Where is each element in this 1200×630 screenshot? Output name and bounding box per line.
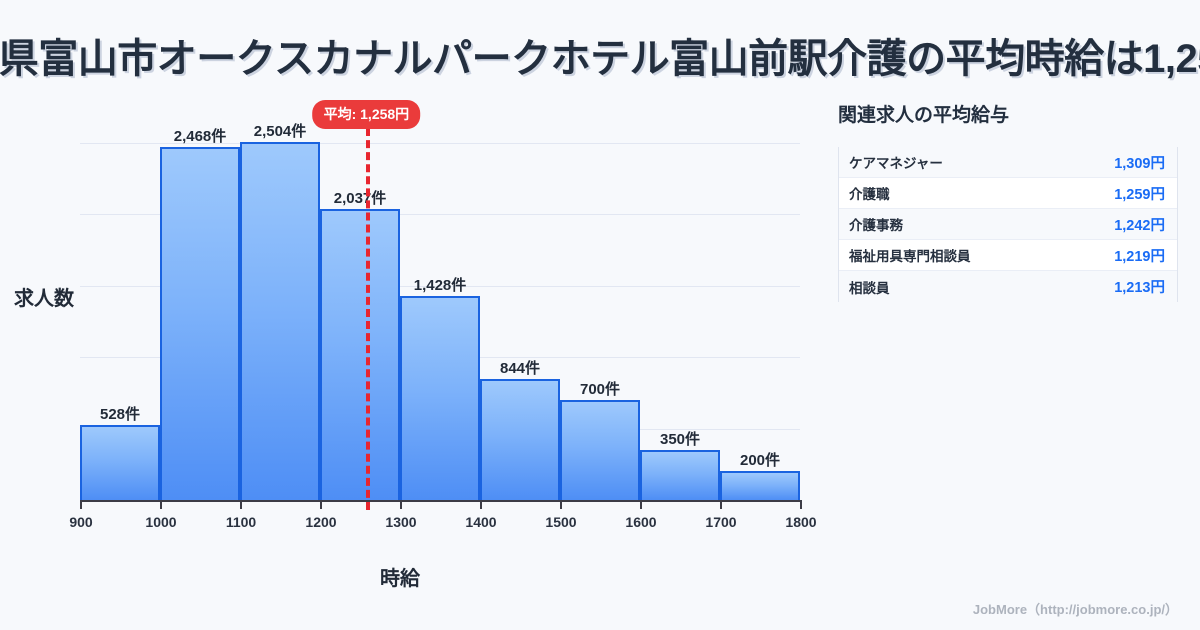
- average-line: [366, 128, 371, 510]
- x-tick-label: 1300: [385, 514, 417, 530]
- x-tick-label: 1700: [705, 514, 737, 530]
- job-wage-cell: 1,219円: [1114, 248, 1165, 265]
- gridline: [80, 214, 800, 216]
- x-tick-label: 1400: [465, 514, 497, 530]
- x-tick: [560, 500, 562, 509]
- average-badge: 平均: 1,258円: [312, 100, 421, 129]
- histogram-bar: [320, 209, 400, 500]
- related-jobs-title: 関連求人の平均給与: [838, 105, 1010, 126]
- x-tick-label: 1600: [625, 514, 657, 530]
- histogram-bar: [720, 471, 800, 500]
- x-tick: [400, 500, 402, 509]
- bar-value-label: 1,428件: [413, 277, 467, 294]
- table-row: 相談員 1,213円: [839, 271, 1177, 302]
- histogram-bar: [560, 400, 640, 500]
- histogram-bar: [160, 147, 240, 500]
- gridline: [80, 285, 800, 287]
- x-tick-label: 1200: [305, 514, 337, 530]
- job-title-cell: 相談員: [849, 280, 890, 296]
- bar-value-label: 528件: [99, 405, 141, 423]
- x-tick-label: 1800: [785, 514, 817, 530]
- x-tick-label: 1000: [145, 514, 177, 530]
- table-row: 介護事務 1,242円: [839, 209, 1177, 240]
- table-row: 福祉用具専門相談員 1,219円: [839, 240, 1177, 271]
- x-tick: [720, 500, 722, 509]
- x-tick: [160, 500, 162, 509]
- histogram-chart: 求人数 528件 2,468件 2,504件 2,037件 1,428件 844件 700件…: [0, 92, 820, 592]
- related-jobs-table: ケアマネジャー 1,309円介護職 1,259円介護事務 1,242円福祉用具専門相談…: [838, 147, 1178, 302]
- bar-value-label: 700件: [579, 381, 621, 398]
- gridline: [80, 142, 800, 144]
- job-wage-cell: 1,213円: [1114, 280, 1165, 296]
- x-tick: [480, 500, 482, 509]
- bar-value-label: 2,468件: [173, 128, 227, 146]
- histogram-bar: [400, 296, 480, 500]
- x-tick-label: 1500: [545, 514, 577, 530]
- x-axis-label: 時給: [380, 568, 420, 590]
- x-tick: [240, 500, 242, 509]
- x-tick: [800, 500, 802, 509]
- bar-value-label: 2,037件: [333, 190, 387, 207]
- table-row: ケアマネジャー 1,309円: [839, 147, 1177, 178]
- job-title-cell: 福祉用具専門相談員: [849, 249, 971, 264]
- x-axis-line: [80, 500, 801, 502]
- plot-area: 528件 2,468件 2,504件 2,037件 1,428件 844件 700件 350件…: [80, 100, 800, 510]
- y-axis-label: 求人数: [14, 288, 74, 310]
- job-wage-cell: 1,242円: [1114, 217, 1165, 234]
- job-wage-cell: 1,309円: [1114, 155, 1165, 172]
- x-tick: [320, 500, 322, 509]
- histogram-bar: [480, 379, 560, 500]
- x-tick: [80, 500, 82, 509]
- x-tick-label: 1100: [225, 514, 257, 530]
- page-title-text: 富山県富山市オークスカナルパークホテル富山前駅介護の平均時給は1,258円: [0, 37, 1200, 81]
- bar-value-label: 200件: [739, 452, 781, 470]
- job-wage-cell: 1,259円: [1114, 186, 1165, 203]
- job-title-cell: 介護事務: [849, 218, 903, 233]
- bar-value-label: 350件: [659, 431, 701, 448]
- histogram-bar: [240, 142, 320, 500]
- job-title-cell: 介護職: [849, 187, 890, 202]
- histogram-bar: [640, 450, 720, 500]
- related-jobs-panel: 関連求人の平均給与 ケアマネジャー 1,309円介護職 1,259円介護事務 1,24…: [838, 100, 1178, 302]
- histogram-bar: [80, 424, 160, 500]
- job-title-cell: ケアマネジャー: [849, 156, 943, 171]
- table-row: 介護職 1,259円: [839, 178, 1177, 209]
- bar-value-label: 2,504件: [253, 123, 307, 141]
- x-tick-label: 900: [69, 514, 93, 530]
- bar-value-label: 844件: [499, 360, 541, 378]
- watermark-credit: JobMore（http://jobmore.co.jp/）: [972, 602, 1178, 617]
- x-tick: [640, 500, 642, 509]
- page-title: 富山県富山市オークスカナルパークホテル富山前駅介護の平均時給は1,258円: [0, 24, 1200, 86]
